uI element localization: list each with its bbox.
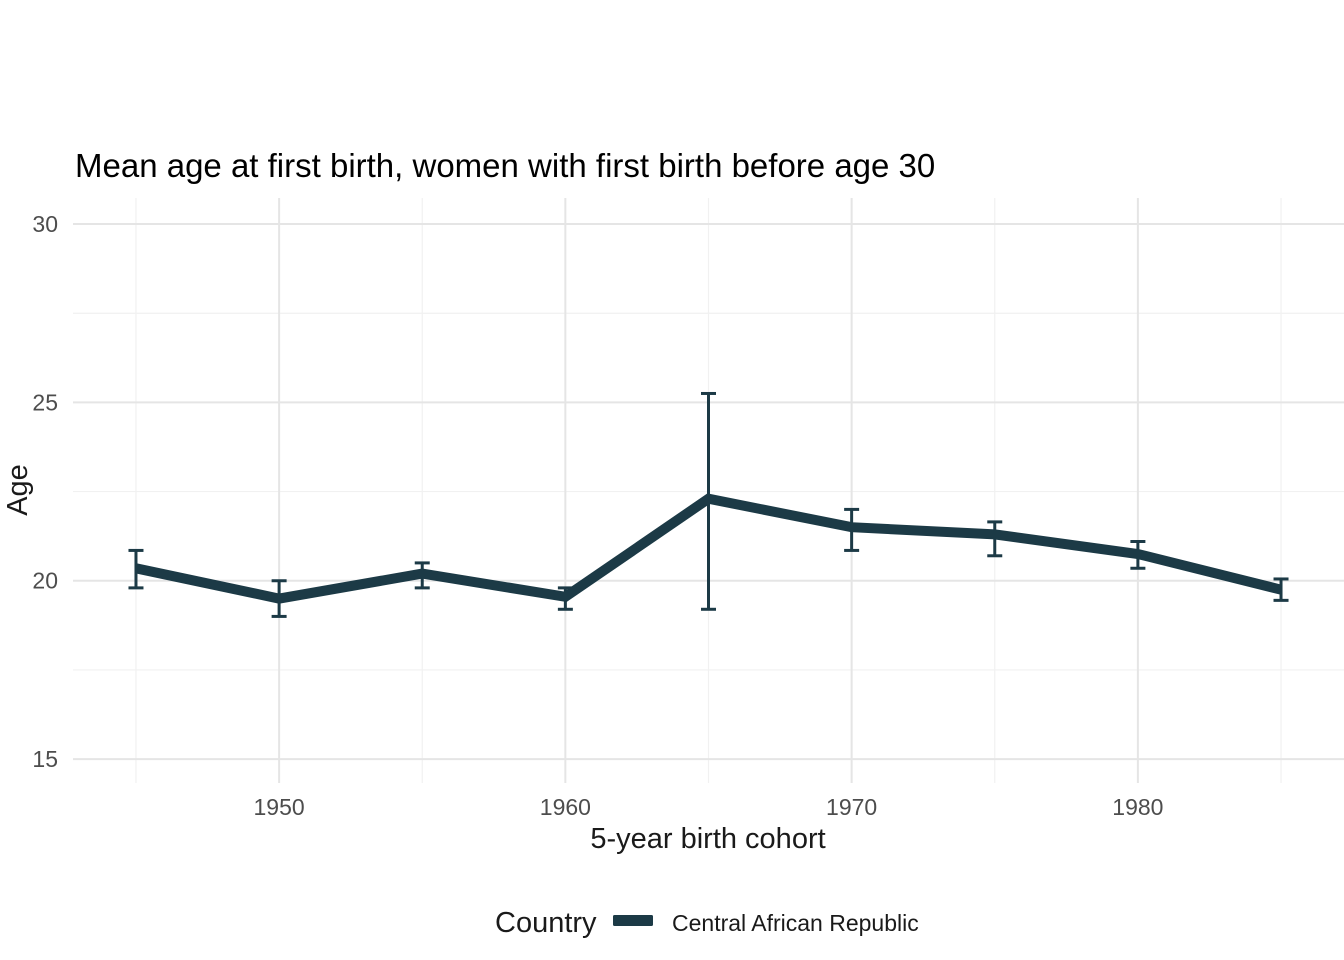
x-tick-label: 1980 bbox=[1112, 794, 1163, 820]
y-tick-label: 20 bbox=[32, 568, 58, 594]
x-tick-label: 1950 bbox=[254, 794, 305, 820]
y-tick-label: 15 bbox=[32, 746, 58, 772]
trend-line bbox=[134, 493, 1283, 604]
x-tick-label: 1960 bbox=[540, 794, 591, 820]
chart-title: Mean age at first birth, women with firs… bbox=[75, 147, 935, 184]
y-tick-label: 30 bbox=[32, 211, 58, 237]
legend-title: Country bbox=[495, 907, 597, 939]
legend-label: Central African Republic bbox=[672, 910, 919, 936]
y-axis-tick-labels: 15 20 25 30 bbox=[32, 211, 58, 772]
y-axis-title: Age bbox=[2, 464, 34, 516]
x-axis-title: 5-year birth cohort bbox=[590, 823, 825, 855]
error-bar bbox=[1273, 577, 1289, 602]
x-axis-tick-labels: 1950 1960 1970 1980 bbox=[254, 794, 1164, 820]
legend-swatch bbox=[613, 915, 653, 926]
series-line-layer bbox=[134, 493, 1283, 604]
y-tick-label: 25 bbox=[32, 389, 58, 415]
error-bars-layer bbox=[128, 391, 1289, 618]
legend: Country Central African Republic bbox=[495, 907, 919, 939]
x-tick-label: 1970 bbox=[826, 794, 877, 820]
